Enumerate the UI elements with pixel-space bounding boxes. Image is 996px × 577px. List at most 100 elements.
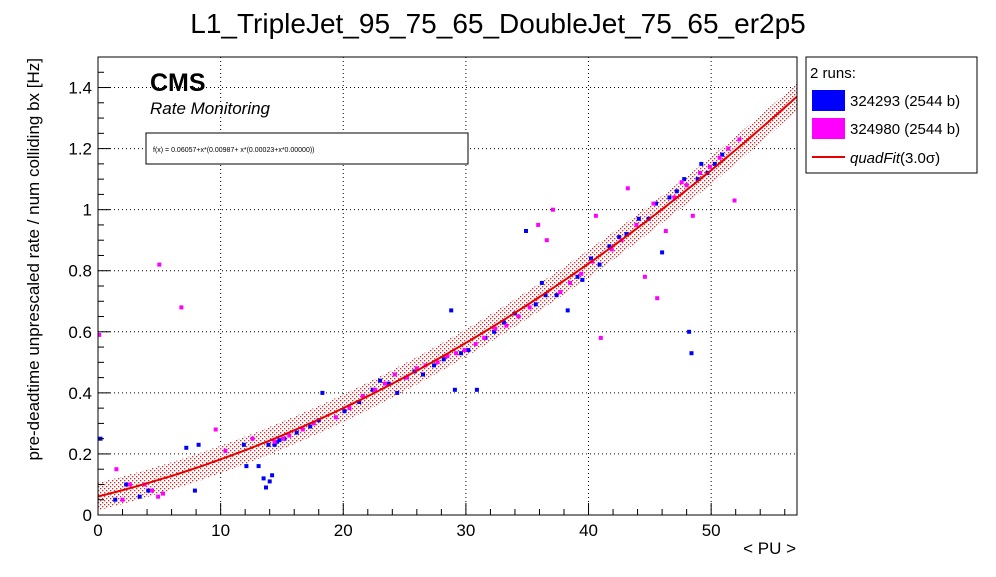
y-tick-label-3: 0.6: [68, 323, 92, 342]
data-point-series1-8: [241, 442, 246, 447]
data-point-series2-1: [114, 467, 119, 472]
data-point-series2-7: [157, 262, 162, 267]
data-point-series1-69: [712, 161, 717, 166]
data-point-series2-57: [690, 213, 695, 218]
y-tick-label-6: 1.2: [68, 140, 92, 159]
legend-label-324980: 324980 (2544 b): [850, 121, 960, 138]
x-tick-label-3: 30: [456, 521, 475, 540]
data-point-series2-51: [651, 201, 656, 206]
data-point-series2-21: [373, 387, 378, 392]
data-point-series1-51: [580, 277, 585, 282]
data-point-series2-6: [156, 494, 161, 499]
data-point-series2-19: [347, 406, 352, 411]
data-point-series2-8: [161, 491, 165, 496]
data-point-series1-29: [395, 390, 400, 395]
data-point-series2-38: [544, 238, 549, 243]
y-tick-label-4: 0.8: [68, 262, 92, 281]
data-point-series1-17: [275, 439, 279, 444]
data-point-series1-26: [370, 387, 375, 392]
data-point-series2-20: [360, 393, 365, 398]
data-point-series1-4: [146, 488, 151, 493]
data-point-series2-13: [272, 439, 277, 444]
chart-title: L1_TripleJet_95_75_65_DoubleJet_75_65_er…: [190, 8, 805, 39]
data-point-series1-9: [244, 464, 249, 469]
x-tick-label-1: 10: [211, 521, 230, 540]
data-point-series2-30: [462, 348, 467, 353]
data-point-series1-1: [113, 497, 118, 502]
data-point-series1-14: [267, 479, 272, 484]
plot-frame: [98, 57, 797, 515]
x-tick-label-2: 20: [334, 521, 353, 540]
data-point-series2-45: [598, 335, 603, 340]
fit-curve-layer: [98, 95, 797, 498]
data-point-series1-57: [636, 216, 641, 221]
data-point-series2-61: [726, 146, 731, 151]
data-point-series1-65: [689, 351, 694, 356]
data-point-series2-44: [593, 213, 598, 218]
data-point-series1-21: [308, 424, 313, 429]
data-point-series2-34: [504, 323, 509, 328]
y-axis-label: pre-deadtime unprescaled rate / num coll…: [24, 58, 43, 461]
data-point-series2-53: [663, 229, 668, 233]
data-point-series2-12: [250, 436, 255, 441]
data-point-series2-46: [609, 247, 614, 252]
data-point-series2-14: [281, 436, 286, 441]
data-point-series1-24: [342, 409, 347, 414]
data-point-series1-52: [589, 256, 593, 261]
data-point-series2-28: [445, 354, 450, 359]
legend-box: [805, 56, 978, 174]
data-point-series1-16: [272, 442, 277, 447]
data-point-series1-61: [667, 195, 672, 200]
data-point-series1-32: [421, 372, 425, 377]
rate-monitoring-label: Rate Monitoring: [150, 99, 271, 118]
data-point-series1-2: [124, 482, 129, 487]
data-point-series1-53: [597, 262, 602, 267]
data-point-series2-39: [551, 207, 555, 212]
data-point-series1-44: [524, 229, 528, 233]
data-point-series2-17: [311, 421, 316, 426]
data-point-series2-55: [679, 180, 684, 185]
data-point-series1-15: [270, 473, 275, 478]
fit-uncertainty-band: [98, 82, 797, 511]
data-point-series2-41: [568, 280, 573, 285]
data-point-series2-54: [672, 195, 677, 200]
data-point-series1-42: [501, 320, 506, 325]
fit-band-layer: [98, 82, 797, 511]
data-point-series2-15: [287, 433, 292, 438]
data-point-series2-22: [383, 381, 387, 386]
data-point-series2-25: [414, 366, 419, 371]
y-tick-label-5: 1: [83, 201, 92, 220]
data-point-series1-66: [695, 177, 700, 182]
legend: 2 runs: 324293 (2544 b) 324980 (2544 b) …: [805, 56, 978, 174]
data-point-series2-27: [435, 360, 440, 365]
data-point-series1-41: [492, 329, 497, 334]
y-tick-label-1: 0.2: [68, 445, 92, 464]
data-point-series1-35: [449, 308, 454, 313]
legend-fit-suffix: (3.0σ): [900, 150, 940, 167]
data-point-series1-45: [533, 302, 538, 307]
data-point-series1-49: [565, 308, 570, 313]
y-tick-label-2: 0.4: [68, 384, 92, 403]
legend-swatch-324980: [812, 118, 845, 139]
fit-curve: [98, 95, 797, 498]
legend-header: 2 runs:: [810, 65, 856, 82]
data-point-series2-0: [98, 332, 102, 337]
data-point-series1-10: [256, 464, 261, 469]
data-points-layer: [98, 137, 742, 502]
x-tick-label-5: 50: [702, 521, 721, 540]
axes: 0 10 20 30 40 50 0 0.2 0.4 0.6 0.8 1 1.2 1.4: [68, 56, 786, 540]
data-point-series2-11: [223, 448, 228, 453]
data-point-series1-11: [261, 476, 266, 481]
data-point-series2-9: [179, 305, 184, 310]
data-point-series1-13: [266, 442, 271, 447]
data-point-series2-48: [625, 186, 630, 191]
data-point-series2-18: [333, 415, 338, 420]
data-point-series2-32: [482, 335, 487, 340]
x-tick-label-0: 0: [93, 521, 102, 540]
data-point-series2-5: [150, 488, 154, 493]
data-point-series2-37: [536, 222, 541, 227]
data-point-series1-34: [441, 357, 446, 362]
fit-formula-box: [145, 132, 469, 165]
data-point-series2-10: [213, 427, 218, 432]
